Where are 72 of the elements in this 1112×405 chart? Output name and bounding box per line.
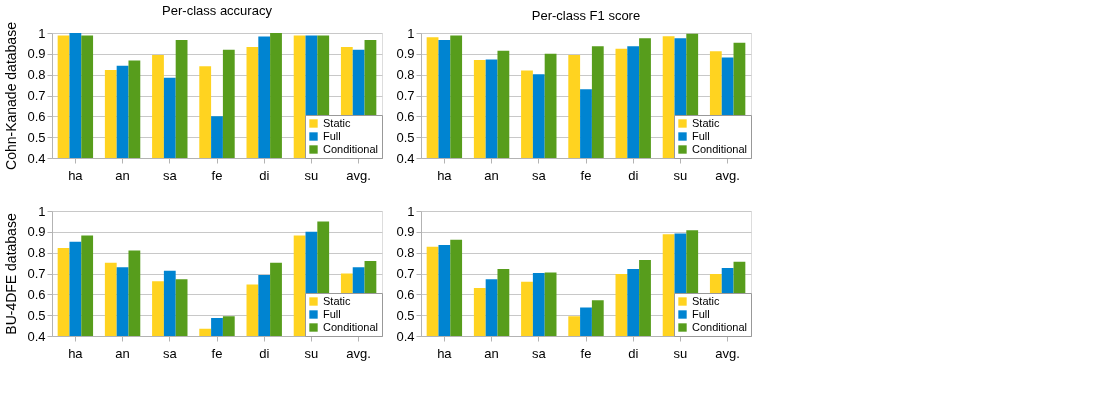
legend-label: Static <box>323 294 352 307</box>
x-tick-label: an <box>484 167 499 183</box>
y-tick-label: 0.9 <box>27 224 46 240</box>
x-tick-label: fe <box>211 345 223 361</box>
legend-label: Static <box>692 294 721 307</box>
x-tick-label: su <box>673 167 688 183</box>
y-tick-label: 1 <box>38 203 46 219</box>
chart-title: Per-class accuracy <box>162 2 273 18</box>
x-tick-label: su <box>673 345 688 361</box>
y-tick-label: 0.7 <box>396 266 415 281</box>
y-tick-label: 0.6 <box>396 108 415 124</box>
y-tick-label: 0.9 <box>396 224 415 240</box>
legend-label: Conditional <box>692 142 748 155</box>
x-tick-label: an <box>115 167 130 183</box>
x-tick-label: di <box>259 345 270 361</box>
x-tick-label: sa <box>162 167 178 183</box>
y-tick-label: 0.6 <box>27 108 46 124</box>
legend-label: Full <box>323 129 341 142</box>
y-axis-title: BU-4DFE database <box>3 213 20 335</box>
y-tick-label: 0.5 <box>396 307 415 323</box>
y-tick-label: 0.7 <box>27 266 46 281</box>
y-tick-label: 0.5 <box>27 307 46 323</box>
x-tick-label: avg. <box>715 167 740 183</box>
x-tick-label: ha <box>68 167 84 183</box>
y-tick-label: 0.4 <box>396 150 415 166</box>
x-tick-label: di <box>628 167 639 183</box>
y-tick-label: 0.5 <box>27 129 46 145</box>
y-tick-label: 0.4 <box>396 328 415 344</box>
x-tick-label: an <box>115 345 130 361</box>
y-tick-label: 0.9 <box>396 46 415 62</box>
y-tick-label: 0.6 <box>396 286 415 302</box>
legend-label: Conditional <box>323 142 379 155</box>
x-tick-label: ha <box>68 345 84 361</box>
chart-title: Per-class F1 score <box>531 8 641 23</box>
y-tick-label: 1 <box>38 25 46 41</box>
x-tick-label: ha <box>437 167 453 183</box>
y-tick-label: 0.8 <box>396 67 415 83</box>
x-tick-label: su <box>304 167 319 183</box>
x-tick-label: fe <box>580 345 592 361</box>
legend-label: Conditional <box>692 320 748 333</box>
legend-label: Full <box>323 307 341 320</box>
x-tick-label: sa <box>162 345 178 361</box>
y-tick-label: 0.4 <box>27 150 46 166</box>
y-tick-label: 0.8 <box>27 67 46 83</box>
x-tick-label: fe <box>211 167 223 183</box>
y-tick-label: 0.9 <box>27 46 46 62</box>
x-tick-label: di <box>259 167 270 183</box>
y-tick-label: 0.4 <box>27 328 46 344</box>
y-tick-label: 0.6 <box>27 286 46 302</box>
legend-label: Full <box>692 129 710 142</box>
legend-label: Static <box>323 116 352 129</box>
y-tick-label: 1 <box>407 203 415 219</box>
x-tick-label: sa <box>531 167 547 183</box>
y-tick-label: 1 <box>407 25 415 41</box>
x-tick-label: su <box>304 345 319 361</box>
legend-label: Conditional <box>323 320 379 333</box>
y-tick-label: 0.7 <box>27 88 46 103</box>
x-tick-label: di <box>628 345 639 361</box>
y-tick-label: 0.7 <box>396 88 415 103</box>
y-axis-title: Cohn-Kanade database <box>3 21 20 170</box>
legend-label: Static <box>692 116 721 129</box>
y-tick-label: 0.8 <box>27 245 46 261</box>
x-tick-label: sa <box>531 345 547 361</box>
legend-label: Full <box>692 307 710 320</box>
x-tick-label: avg. <box>346 167 371 183</box>
x-tick-label: fe <box>580 167 592 183</box>
y-tick-label: 0.5 <box>396 129 415 145</box>
y-tick-label: 0.8 <box>396 245 415 261</box>
x-tick-label: ha <box>437 345 453 361</box>
x-tick-label: avg. <box>346 345 371 361</box>
x-tick-label: an <box>484 345 499 361</box>
x-tick-label: avg. <box>715 345 740 361</box>
